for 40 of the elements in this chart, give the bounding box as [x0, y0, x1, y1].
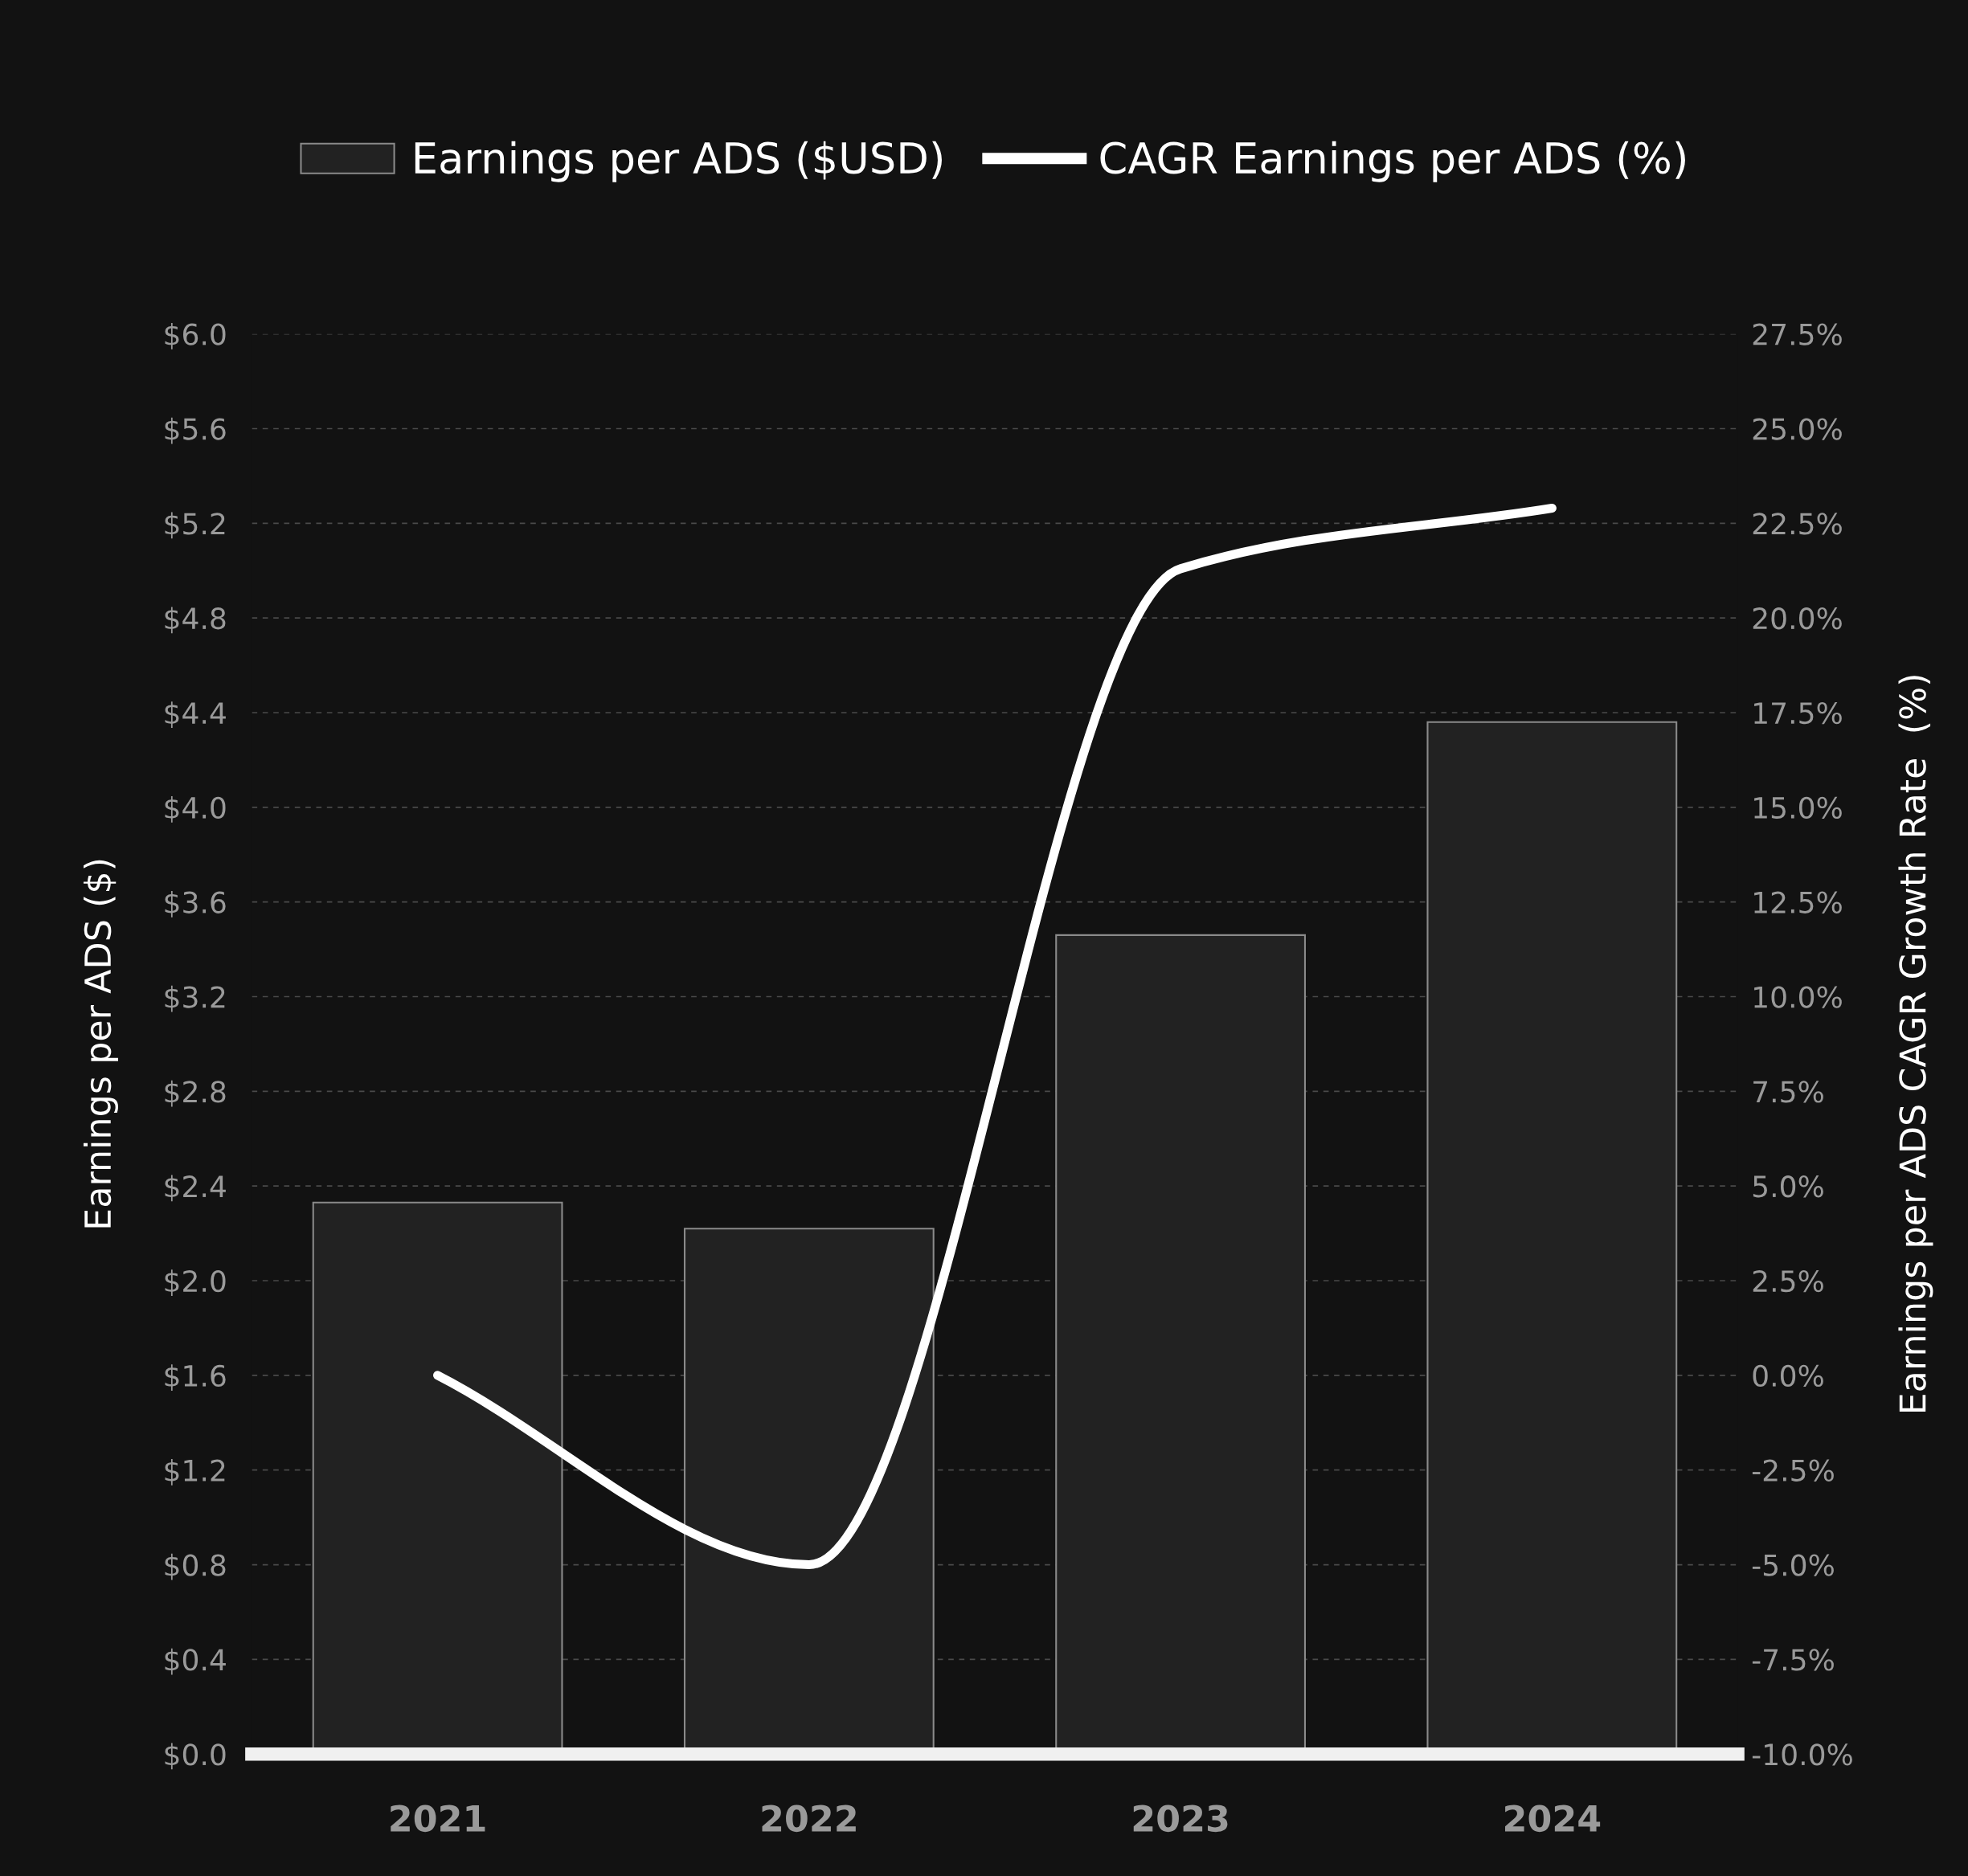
y2-tick-label: -2.5% — [1752, 1459, 1834, 1482]
x-tick-label: 2022 — [762, 1804, 856, 1833]
legend-label: Earnings per ADS ($USD) — [415, 141, 942, 182]
x-tick-label: 2023 — [1133, 1804, 1228, 1833]
y-tick-label: $0.0 — [165, 1743, 226, 1770]
y2-tick-label: -10.0% — [1752, 1743, 1852, 1766]
y-tick-label: $3.2 — [165, 985, 225, 1012]
y2-tick-label: -5.0% — [1752, 1554, 1834, 1576]
legend-label: CAGR Earnings per ADS (%) — [1100, 141, 1685, 182]
y2-tick-label: 25.0% — [1753, 418, 1842, 440]
y2-tick-label: -7.5% — [1752, 1649, 1834, 1671]
y2-tick-label: 17.5% — [1754, 701, 1842, 725]
y2-axis-title: Earnings per ADS CAGR Growth Rate (%) — [1898, 676, 1933, 1412]
y2-tick-label: 20.0% — [1753, 607, 1842, 630]
y-tick-label: $2.8 — [165, 1080, 226, 1107]
y-tick-label: $0.4 — [165, 1648, 226, 1675]
x-tick-label: 2024 — [1505, 1804, 1601, 1833]
y-axis-title: Earnings per ADS ($) — [83, 860, 118, 1228]
y-tick-label: $4.8 — [165, 607, 226, 634]
y2-tick-label: 7.5% — [1753, 1081, 1823, 1103]
y2-tick-label: 2.5% — [1753, 1269, 1823, 1293]
y-tick-label: $4.0 — [165, 796, 226, 823]
y-tick-label: $4.4 — [165, 701, 226, 729]
y2-tick-label: 12.5% — [1754, 891, 1842, 913]
y2-tick-label: 27.5% — [1753, 323, 1842, 345]
y2-tick-label: 5.0% — [1753, 1175, 1823, 1198]
y2-tick-label: 0.0% — [1753, 1364, 1823, 1388]
y-tick-label: $2.4 — [165, 1175, 226, 1202]
y-tick-label: $5.2 — [165, 512, 225, 539]
y2-tick-label: 10.0% — [1754, 986, 1842, 1008]
x-tick-label: 2021 — [391, 1804, 485, 1833]
y-tick-label: $1.6 — [165, 1364, 226, 1391]
y-tick-label: $0.8 — [165, 1553, 226, 1580]
y-tick-label: $2.0 — [165, 1269, 226, 1297]
y-tick-label: $5.6 — [165, 417, 226, 444]
y-tick-label: $6.0 — [165, 322, 226, 349]
y2-tick-label: 22.5% — [1753, 513, 1842, 535]
y2-tick-label: 15.0% — [1754, 796, 1842, 819]
y-tick-label: $1.2 — [165, 1458, 225, 1486]
y-tick-label: $3.6 — [165, 890, 226, 918]
